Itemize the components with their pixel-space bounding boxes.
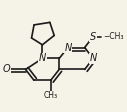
Text: −CH₃: −CH₃ bbox=[103, 32, 123, 41]
Text: S: S bbox=[90, 32, 96, 42]
Text: O: O bbox=[2, 64, 10, 74]
Text: N: N bbox=[64, 43, 72, 53]
Text: N: N bbox=[39, 54, 46, 64]
Text: CH₃: CH₃ bbox=[44, 91, 58, 100]
Text: N: N bbox=[89, 54, 97, 64]
